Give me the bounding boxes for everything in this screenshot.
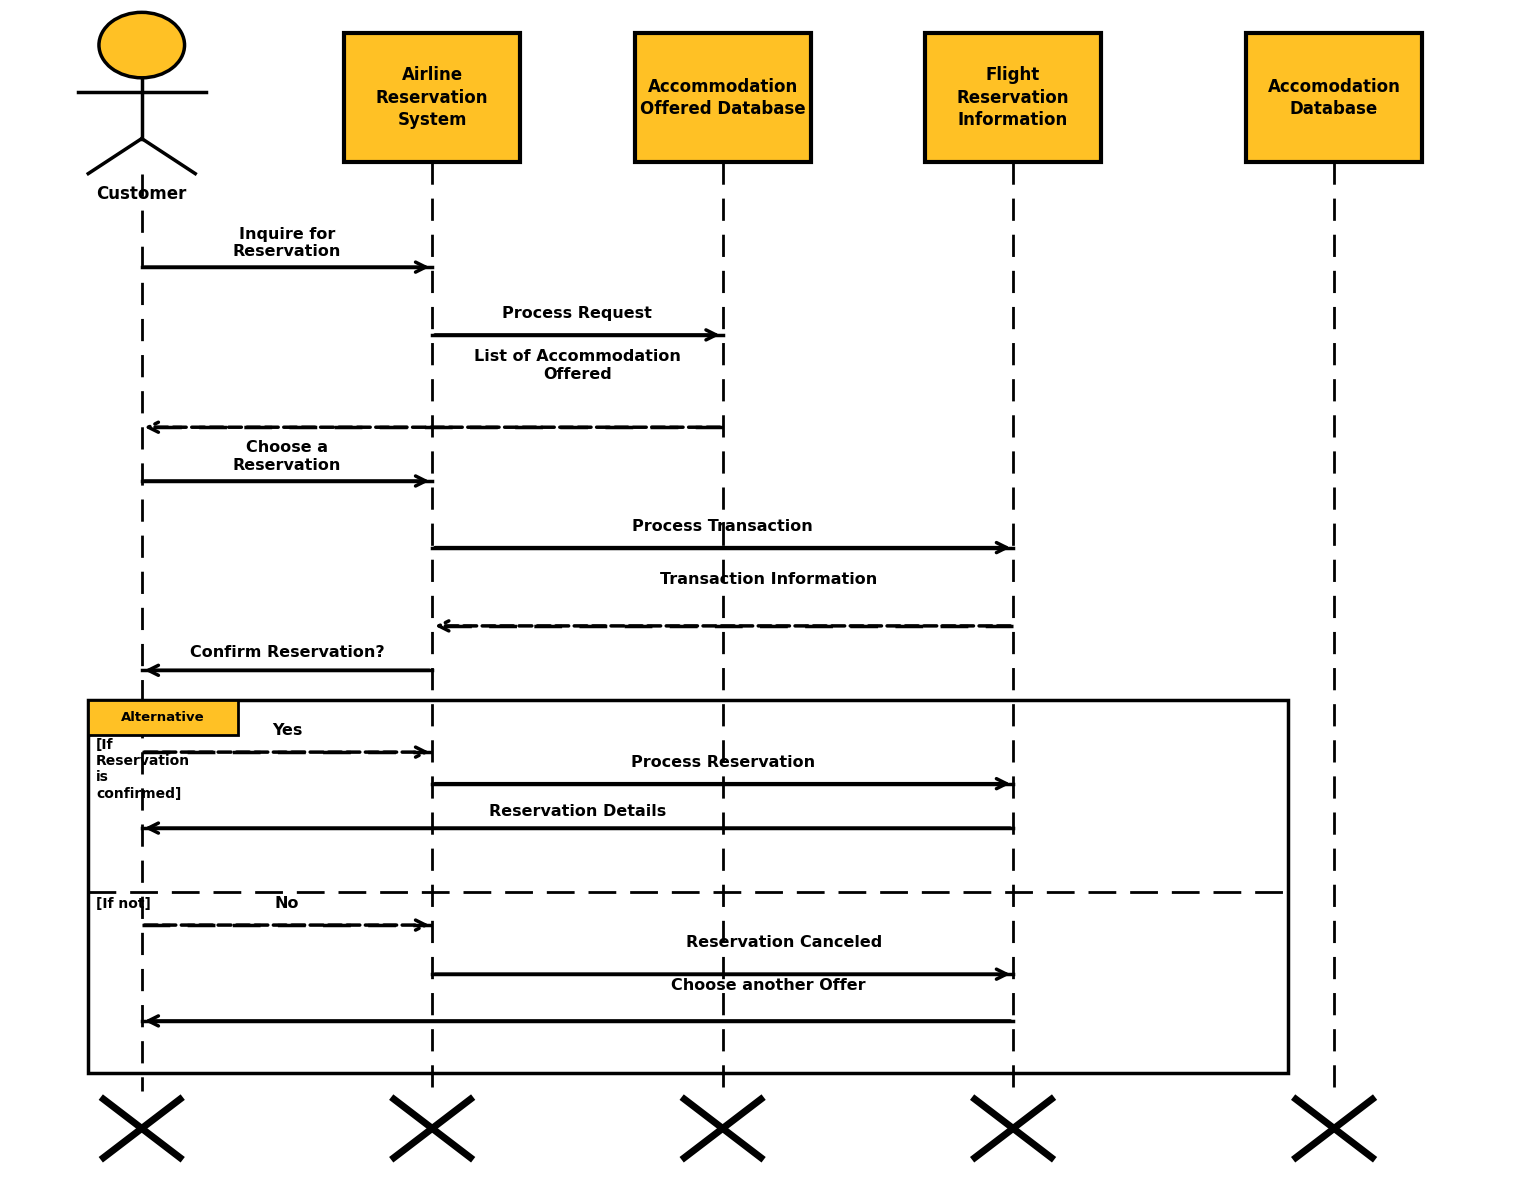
Text: Reservation Canceled: Reservation Canceled xyxy=(686,935,882,950)
Bar xyxy=(635,33,810,162)
Text: Flight
Reservation
Information: Flight Reservation Information xyxy=(958,66,1070,128)
Text: Accommodation
Offered Database: Accommodation Offered Database xyxy=(639,78,805,118)
Text: [If
Reservation
is
confirmed]: [If Reservation is confirmed] xyxy=(95,738,191,800)
Text: Inquire for
Reservation: Inquire for Reservation xyxy=(232,226,341,259)
Text: List of Accommodation
Offered: List of Accommodation Offered xyxy=(473,350,681,381)
Text: Airline
Reservation
System: Airline Reservation System xyxy=(377,66,489,128)
Text: Confirm Reservation?: Confirm Reservation? xyxy=(189,645,384,660)
Bar xyxy=(88,699,238,734)
Circle shape xyxy=(98,12,184,78)
Bar xyxy=(1247,33,1422,162)
Text: Transaction Information: Transaction Information xyxy=(659,572,878,587)
Text: Choose a
Reservation: Choose a Reservation xyxy=(232,440,341,473)
Text: Process Request: Process Request xyxy=(503,306,652,321)
Text: Reservation Details: Reservation Details xyxy=(489,804,666,819)
Text: Process Reservation: Process Reservation xyxy=(630,754,815,770)
Text: Choose another Offer: Choose another Offer xyxy=(672,978,865,993)
Bar xyxy=(88,699,1288,1073)
Text: Process Transaction: Process Transaction xyxy=(632,519,813,533)
Text: Customer: Customer xyxy=(97,185,188,204)
Text: No: No xyxy=(275,896,300,911)
Text: Yes: Yes xyxy=(272,723,303,738)
Bar xyxy=(344,33,520,162)
Text: Accomodation
Database: Accomodation Database xyxy=(1268,78,1400,118)
Text: Alternative: Alternative xyxy=(121,711,204,724)
Bar xyxy=(925,33,1100,162)
Text: [If not]: [If not] xyxy=(95,897,151,911)
